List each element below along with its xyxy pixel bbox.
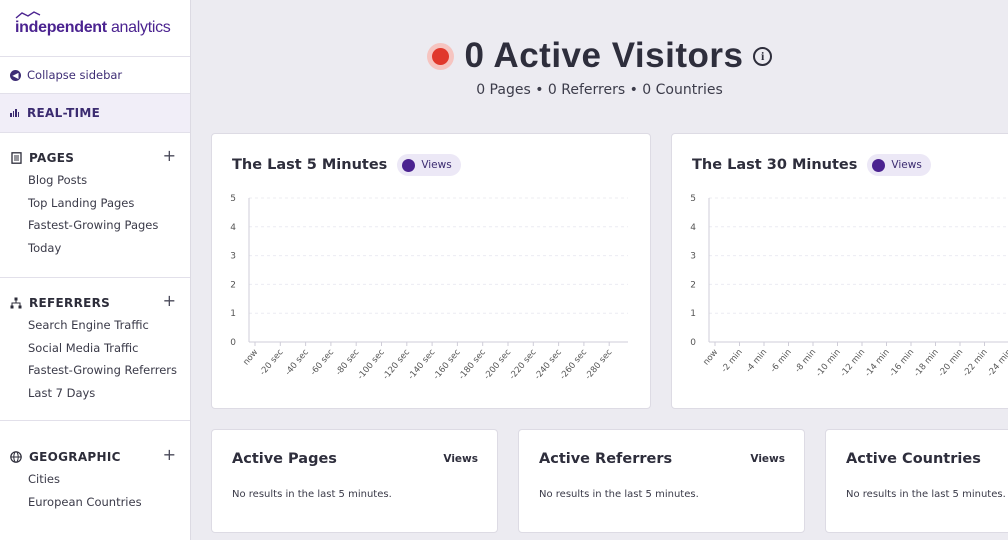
views-legend-toggle[interactable]: Views [397, 154, 461, 176]
section-header-pages[interactable]: PAGES [0, 147, 190, 169]
x-tick-label: -24 min [986, 348, 1008, 379]
main-content: 0 Active Visitors i 0 Pages • 0 Referrer… [191, 0, 1008, 540]
x-tick-label: -18 min [912, 348, 941, 379]
add-geographic-report-button[interactable]: + [162, 445, 176, 464]
info-icon[interactable]: i [753, 46, 773, 66]
series-swatch [872, 158, 886, 172]
section-title: REFERRERS [29, 296, 111, 310]
sidebar-item-today[interactable]: Today [28, 241, 62, 256]
y-tick-label: 4 [690, 223, 696, 233]
sidebar-item-last-7-days[interactable]: Last 7 Days [28, 386, 96, 401]
sidebar-item-top-landing-pages[interactable]: Top Landing Pages [28, 195, 135, 210]
y-tick-label: 4 [230, 223, 236, 233]
empty-state-message: No results in the last 5 minutes. [846, 489, 1006, 500]
brand-name: independent analytics [15, 19, 171, 36]
y-tick-label: 1 [230, 309, 236, 319]
x-tick-label: -2 min [720, 348, 745, 375]
chart-card-last-5-minutes: 0 1 2 3 4 5 now -20 sec -40 sec -60 sec -80 sec -10… [211, 133, 651, 409]
views-legend-toggle[interactable]: Views [867, 154, 931, 176]
chevron-left-icon: ◀ [10, 69, 21, 81]
active-visitors-title: 0 Active Visitors [464, 36, 744, 75]
chart-title: The Last 30 Minutes [692, 157, 858, 173]
x-tick-label: -280 sec [583, 347, 614, 382]
y-tick-label: 2 [230, 280, 236, 290]
active-countries-card: Active Countries No results in the last … [825, 429, 1008, 533]
empty-state-message: No results in the last 5 minutes. [232, 489, 392, 500]
series-swatch [402, 158, 416, 172]
network-icon [10, 297, 22, 309]
y-tick-label: 5 [690, 194, 696, 204]
sidebar-item-cities[interactable]: Cities [28, 472, 60, 487]
empty-state-message: No results in the last 5 minutes. [539, 489, 699, 500]
x-tick-label: -22 min [961, 348, 990, 379]
x-tick-label: -14 min [863, 348, 892, 379]
x-tick-label: -10 min [814, 348, 843, 379]
x-tick-label: -6 min [769, 348, 794, 375]
sidebar-item-fastest-growing-pages[interactable]: Fastest-Growing Pages [28, 218, 159, 233]
realtime-hero: 0 Active Visitors i 0 Pages • 0 Referrer… [191, 36, 1008, 98]
x-tick-label: -60 sec [309, 347, 337, 377]
active-pages-title: Active Pages [232, 451, 337, 467]
sidebar-item-blog-posts[interactable]: Blog Posts [28, 173, 88, 188]
x-tick-label: now [701, 347, 720, 367]
section-header-geographic[interactable]: GEOGRAPHIC [0, 446, 190, 468]
bar-chart-icon [10, 109, 19, 117]
y-tick-label: 3 [230, 252, 236, 262]
sidebar-item-social-media-traffic[interactable]: Social Media Traffic [28, 340, 139, 355]
legend-label: Views [421, 159, 452, 171]
active-visitors-summary: 0 Pages • 0 Referrers • 0 Countries [476, 82, 723, 98]
section-header-referrers[interactable]: REFERRERS [0, 292, 190, 314]
sidebar-section-pages: PAGES + Blog Posts Top Landing Pages Fas… [0, 133, 190, 278]
y-tick-label: 0 [690, 338, 696, 348]
sidebar-item-search-engine-traffic[interactable]: Search Engine Traffic [28, 318, 149, 333]
section-title: PAGES [29, 151, 75, 165]
active-referrers-card: Active Referrers Views No results in the… [518, 429, 805, 533]
active-visitors-heading: 0 Active Visitors i [426, 36, 773, 76]
document-icon [10, 152, 22, 164]
sidebar: independent analytics ◀ Collapse sidebar… [0, 0, 191, 540]
active-referrers-title: Active Referrers [539, 451, 673, 467]
sidebar-section-geographic: GEOGRAPHIC + Cities European Countries [0, 421, 190, 525]
y-tick-label: 3 [690, 252, 696, 262]
active-countries-title: Active Countries [846, 451, 981, 467]
y-tick-label: 5 [230, 194, 236, 204]
views-column-header[interactable]: Views [443, 453, 478, 465]
x-tick-label: -40 sec [283, 347, 311, 377]
y-tick-label: 0 [230, 338, 236, 348]
x-tick-label: now [241, 347, 260, 367]
x-tick-label: -12 min [839, 348, 868, 379]
sidebar-item-european-countries[interactable]: European Countries [28, 494, 142, 509]
chart-title: The Last 5 Minutes [232, 157, 388, 173]
x-tick-label: -16 min [888, 348, 917, 379]
add-pages-report-button[interactable]: + [162, 146, 176, 165]
realtime-label: REAL-TIME [27, 106, 101, 120]
legend-label: Views [891, 159, 922, 171]
collapse-sidebar-button[interactable]: ◀ Collapse sidebar [0, 57, 190, 94]
y-tick-label: 1 [690, 309, 696, 319]
sparkline-icon [15, 11, 41, 19]
views-column-header[interactable]: Views [750, 453, 785, 465]
brand-logo[interactable]: independent analytics [0, 0, 190, 57]
active-pages-card: Active Pages Views No results in the las… [211, 429, 498, 533]
add-referrers-report-button[interactable]: + [162, 291, 176, 310]
globe-icon [10, 451, 22, 463]
sidebar-section-referrers: REFERRERS + Search Engine Traffic Social… [0, 278, 190, 421]
collapse-sidebar-label: Collapse sidebar [27, 68, 123, 82]
x-tick-label: -20 min [937, 348, 966, 379]
sidebar-item-realtime[interactable]: REAL-TIME [0, 94, 190, 133]
section-title: GEOGRAPHIC [29, 450, 121, 464]
sidebar-item-fastest-growing-referrers[interactable]: Fastest-Growing Referrers [28, 363, 177, 378]
y-tick-label: 2 [690, 280, 696, 290]
x-tick-label: -20 sec [258, 347, 286, 377]
x-tick-label: -4 min [744, 348, 769, 375]
live-indicator-icon [426, 42, 454, 70]
chart-card-last-30-minutes: 0 1 2 3 4 5 now -2 min -4 min -6 min -8 min -10 min… [671, 133, 1008, 409]
